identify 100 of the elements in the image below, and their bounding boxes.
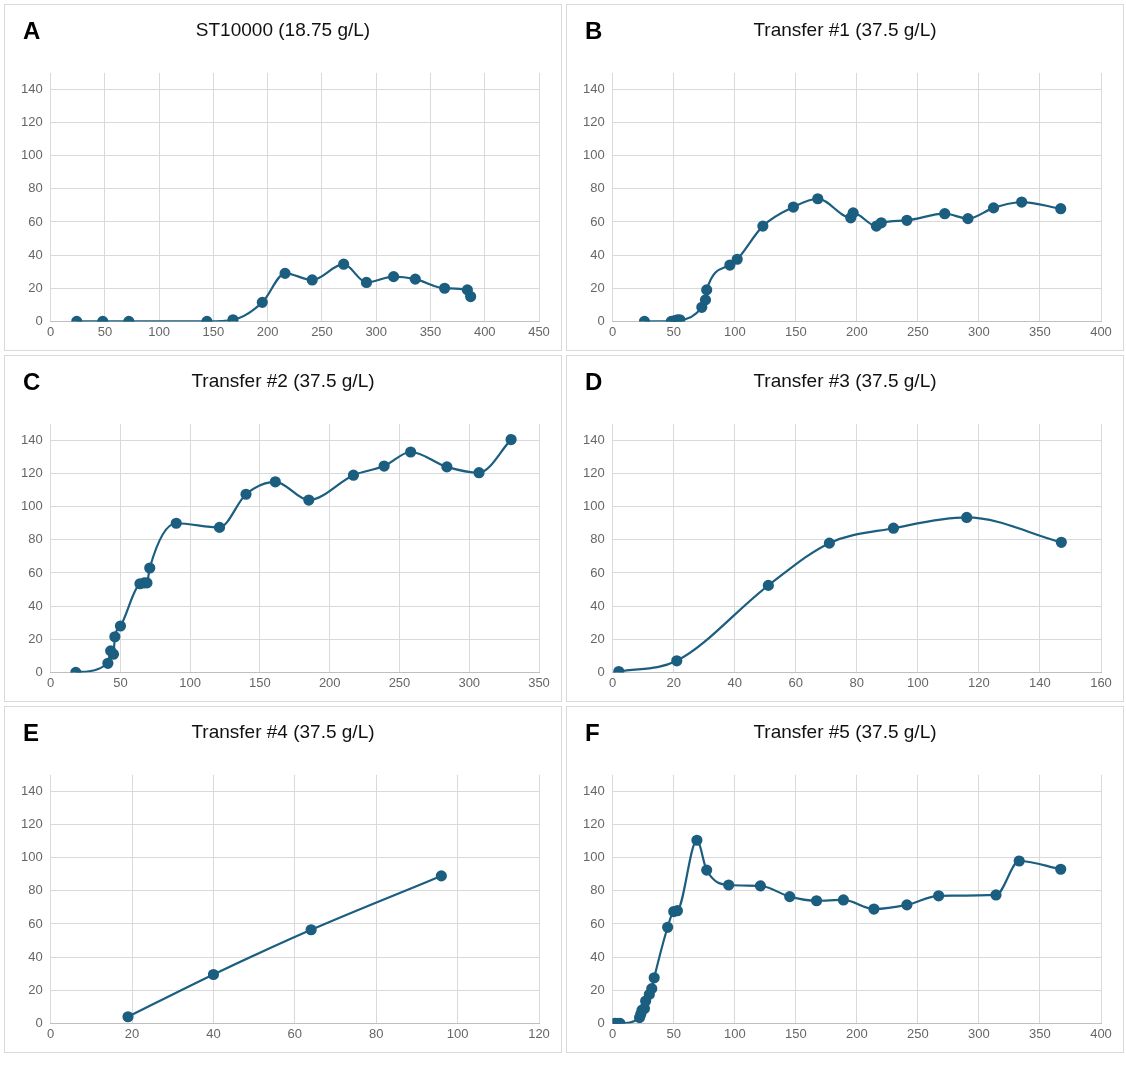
y-tick-label: 100 [582, 498, 605, 514]
x-tick-label: 0 [609, 1025, 617, 1041]
x-tick-label: 150 [784, 323, 807, 339]
x-tick-label: 200 [845, 323, 868, 339]
y-tick-label: 60 [28, 915, 43, 931]
x-tick-label: 150 [249, 674, 271, 690]
x-tick-label: 120 [968, 674, 990, 690]
y-tick-label: 0 [35, 312, 43, 328]
x-tick-label: 350 [528, 674, 550, 690]
x-tick-label: 350 [1029, 1025, 1051, 1041]
x-tick-label: 140 [1029, 674, 1051, 690]
x-tick-label: 60 [287, 1025, 303, 1041]
y-tick-label: 100 [582, 147, 605, 163]
chart-title: Transfer #3 (37.5 g/L) [753, 370, 937, 391]
y-tick-label: 20 [28, 279, 43, 295]
x-tick-label: 300 [365, 323, 388, 339]
x-tick-label: 100 [446, 1025, 469, 1041]
text: D [585, 368, 603, 396]
y-tick-label: 20 [28, 981, 43, 997]
y-tick-label: 140 [582, 80, 605, 96]
x-tick-label: 50 [113, 674, 128, 690]
x-tick-label: 300 [968, 323, 990, 339]
y-tick-label: 40 [590, 948, 605, 964]
text: F [585, 719, 600, 747]
x-tick-label: 120 [528, 1025, 550, 1041]
chart-title: Transfer #4 (37.5 g/L) [191, 721, 375, 742]
x-tick-label: 200 [845, 1025, 868, 1041]
x-tick-label: 300 [968, 1025, 990, 1041]
x-tick-label: 450 [528, 323, 550, 339]
y-tick-label: 40 [28, 246, 43, 262]
x-tick-label: 0 [47, 323, 55, 339]
y-tick-label: 120 [582, 114, 605, 130]
x-tick-label: 80 [369, 1025, 384, 1041]
chart-title: Transfer #2 (37.5 g/L) [191, 370, 375, 391]
y-tick-label: 40 [28, 597, 43, 613]
x-tick-label: 250 [907, 1025, 929, 1041]
text: C [23, 368, 41, 396]
y-tick-label: 100 [20, 147, 43, 163]
x-tick-label: 250 [907, 323, 929, 339]
y-tick-label: 140 [582, 782, 605, 798]
x-tick-label: 20 [666, 674, 681, 690]
x-tick-label: 100 [148, 323, 171, 339]
x-tick-label: 200 [318, 674, 341, 690]
x-tick-label: 250 [388, 674, 411, 690]
y-tick-label: 60 [28, 564, 43, 580]
x-tick-label: 100 [723, 1025, 746, 1041]
y-tick-label: 60 [590, 915, 605, 931]
x-tick-label: 0 [47, 1025, 55, 1041]
y-tick-label: 120 [582, 465, 605, 481]
x-tick-label: 150 [784, 1025, 807, 1041]
x-tick-label: 20 [124, 1025, 140, 1041]
x-tick-label: 50 [666, 323, 681, 339]
x-tick-label: 200 [256, 323, 279, 339]
y-tick-label: 80 [28, 180, 43, 196]
y-tick-label: 80 [28, 882, 43, 898]
y-tick-label: 80 [590, 882, 605, 898]
y-tick-label: 140 [20, 431, 43, 447]
y-tick-label: 20 [590, 981, 605, 997]
y-tick-label: 140 [20, 782, 43, 798]
chart-title: Transfer #5 (37.5 g/L) [753, 721, 937, 742]
y-tick-label: 120 [582, 816, 605, 832]
y-tick-label: 60 [590, 564, 605, 580]
y-tick-label: 100 [20, 498, 43, 514]
x-tick-label: 250 [311, 323, 333, 339]
y-tick-label: 60 [590, 213, 605, 229]
y-tick-label: 40 [28, 948, 43, 964]
x-tick-label: 40 [727, 674, 742, 690]
x-tick-label: 160 [1090, 674, 1112, 690]
x-tick-label: 400 [1090, 1025, 1112, 1041]
y-tick-label: 0 [597, 1014, 605, 1030]
x-tick-label: 300 [458, 674, 481, 690]
y-tick-label: 40 [590, 246, 605, 262]
y-tick-label: 0 [597, 312, 605, 328]
x-tick-label: 100 [907, 674, 929, 690]
x-tick-label: 0 [609, 323, 617, 339]
y-tick-label: 100 [20, 849, 43, 865]
x-tick-label: 40 [206, 1025, 221, 1041]
y-tick-label: 20 [590, 630, 605, 646]
x-tick-label: 80 [849, 674, 865, 690]
chart-title: ST10000 (18.75 g/L) [195, 19, 371, 40]
chart-title: Transfer #1 (37.5 g/L) [753, 19, 937, 40]
y-tick-label: 80 [28, 531, 43, 547]
x-tick-label: 100 [179, 674, 202, 690]
y-tick-label: 120 [20, 816, 43, 832]
y-tick-label: 140 [20, 80, 43, 96]
y-tick-label: 80 [590, 531, 605, 547]
y-tick-label: 100 [582, 849, 605, 865]
x-tick-label: 50 [97, 323, 113, 339]
y-tick-label: 20 [590, 279, 605, 295]
x-tick-label: 0 [609, 674, 617, 690]
x-tick-label: 400 [473, 323, 496, 339]
x-tick-label: 100 [723, 323, 746, 339]
y-tick-label: 80 [590, 180, 605, 196]
y-tick-label: 120 [20, 114, 43, 130]
y-tick-label: 20 [28, 630, 43, 646]
x-tick-label: 50 [666, 1025, 681, 1041]
x-tick-label: 0 [47, 674, 55, 690]
text: B [585, 17, 603, 45]
x-tick-label: 350 [1029, 323, 1051, 339]
y-tick-label: 0 [35, 1014, 43, 1030]
